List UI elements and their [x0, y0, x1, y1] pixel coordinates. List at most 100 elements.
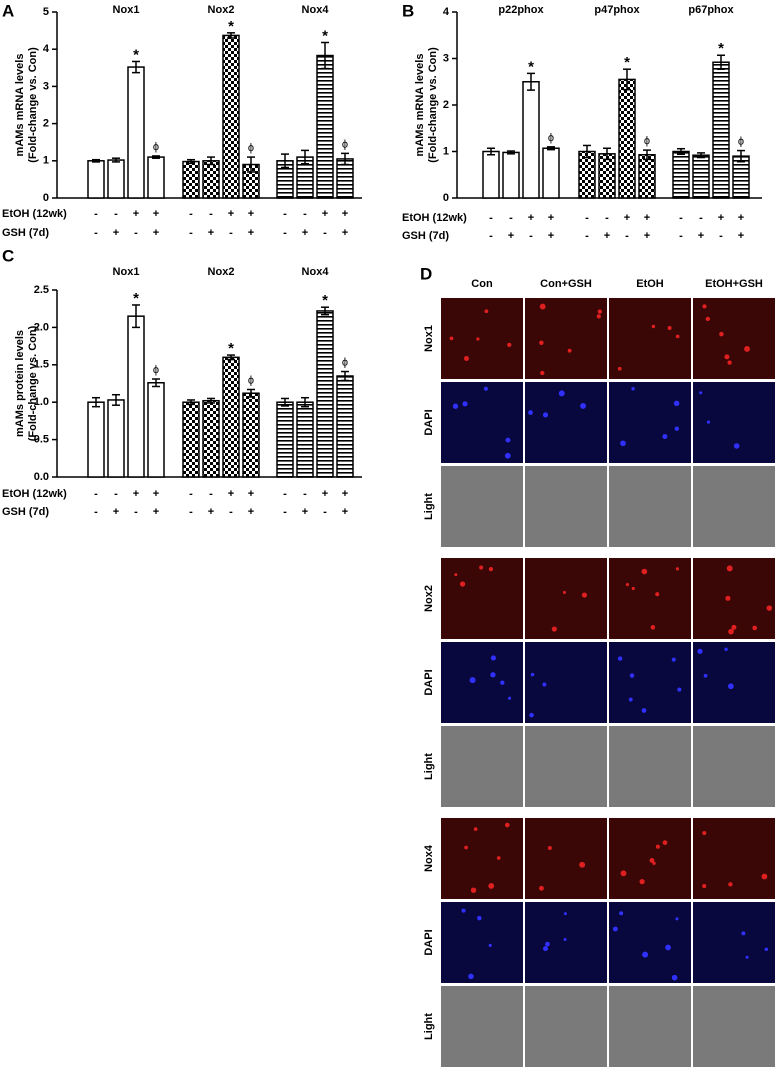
bar: [87, 160, 105, 199]
error-bar: [152, 378, 160, 388]
bar: [522, 81, 540, 199]
micrograph: [525, 298, 607, 379]
error-bar: [92, 396, 100, 408]
cell-dot: [449, 336, 454, 341]
condition-sign: -: [229, 227, 233, 239]
bar: [598, 153, 616, 199]
row-label: Nox2: [423, 585, 435, 612]
y-tick-label: 3: [43, 80, 49, 92]
micrograph: [441, 986, 523, 1067]
condition-sign: +: [548, 212, 554, 224]
condition-sign: +: [153, 506, 159, 518]
row-label: DAPI: [423, 409, 435, 435]
cell-dot: [639, 879, 645, 885]
error-bar: [717, 54, 725, 70]
condition-sign: -: [283, 506, 287, 518]
bar: [316, 310, 334, 478]
condition-sign: +: [508, 230, 514, 242]
cell-dot: [675, 917, 679, 921]
y-axis-label: (Fold-change vs. Con): [27, 325, 39, 441]
significance-mark: ϕ: [248, 142, 254, 154]
error-bar: [247, 388, 255, 398]
bar: [296, 401, 314, 478]
significance-mark: *: [133, 46, 139, 63]
row-label: Nox1: [423, 325, 435, 352]
cell-dot: [543, 946, 548, 952]
micrograph: [441, 642, 523, 723]
error-bar: [187, 399, 195, 406]
group-label: Nox2: [208, 4, 235, 16]
cell-dot: [631, 387, 635, 391]
condition-sign: -: [189, 208, 193, 220]
cell-dot: [650, 625, 656, 630]
significance-mark: ϕ: [153, 364, 159, 376]
cell-dot: [476, 337, 480, 341]
error-bar: [247, 156, 255, 173]
column-label: Con: [471, 278, 493, 290]
significance-mark: ϕ: [644, 135, 650, 147]
bar: [147, 382, 165, 478]
micrograph: [693, 382, 775, 463]
significance-mark: ϕ: [548, 132, 554, 144]
cell-dot: [507, 342, 512, 347]
significance-mark: *: [322, 27, 328, 44]
condition-label: GSH (7d): [402, 230, 449, 242]
cell-dot: [500, 680, 505, 685]
bar: [672, 150, 690, 199]
row-label: Nox4: [423, 844, 435, 872]
error-bar: [507, 150, 515, 155]
cell-dot: [629, 673, 635, 678]
error-bar: [321, 41, 329, 70]
significance-mark: *: [228, 18, 234, 35]
significance-mark: *: [528, 58, 534, 75]
panel-label: A: [2, 1, 14, 20]
condition-sign: -: [94, 506, 98, 518]
cell-dot: [697, 648, 703, 654]
cell-dot: [597, 309, 602, 314]
condition-sign: -: [189, 506, 193, 518]
cell-dot: [641, 568, 648, 575]
bar: [618, 78, 636, 199]
significance-mark: *: [624, 54, 630, 71]
micrograph: [525, 986, 607, 1067]
condition-sign: +: [322, 208, 328, 220]
condition-sign: -: [585, 212, 589, 224]
condition-sign: -: [489, 230, 493, 242]
condition-sign: +: [248, 208, 254, 220]
significance-mark: ϕ: [342, 356, 348, 368]
condition-sign: +: [208, 227, 214, 239]
row-label: Light: [423, 1013, 435, 1040]
cell-dot: [539, 303, 546, 310]
cell-dot: [528, 410, 533, 415]
condition-sign: +: [322, 488, 328, 500]
row-label: Light: [423, 493, 435, 520]
micrograph: [609, 818, 691, 899]
cell-dot: [702, 830, 707, 836]
condition-sign: -: [134, 227, 138, 239]
cell-dot: [675, 567, 680, 571]
condition-sign: +: [738, 212, 744, 224]
cell-dot: [470, 887, 477, 893]
micrograph: [693, 642, 775, 723]
cell-dot: [655, 844, 660, 849]
error-bar: [207, 156, 215, 166]
significance-mark: ϕ: [248, 374, 254, 386]
condition-sign: -: [114, 208, 118, 220]
condition-sign: -: [283, 208, 287, 220]
condition-sign: +: [248, 506, 254, 518]
condition-sign: -: [323, 227, 327, 239]
y-tick-label: 4: [43, 43, 50, 55]
group-label: p47phox: [594, 4, 640, 16]
bar: [692, 154, 710, 199]
cell-dot: [488, 883, 495, 889]
condition-sign: -: [189, 488, 193, 500]
bar: [638, 154, 656, 199]
condition-sign: -: [529, 230, 533, 242]
error-bar: [677, 147, 685, 156]
significance-mark: *: [718, 40, 724, 57]
micrograph: [609, 466, 691, 547]
condition-sign: +: [153, 208, 159, 220]
condition-sign: -: [679, 230, 683, 242]
significance-mark: ϕ: [738, 135, 744, 147]
y-tick-label: 0: [43, 192, 49, 204]
